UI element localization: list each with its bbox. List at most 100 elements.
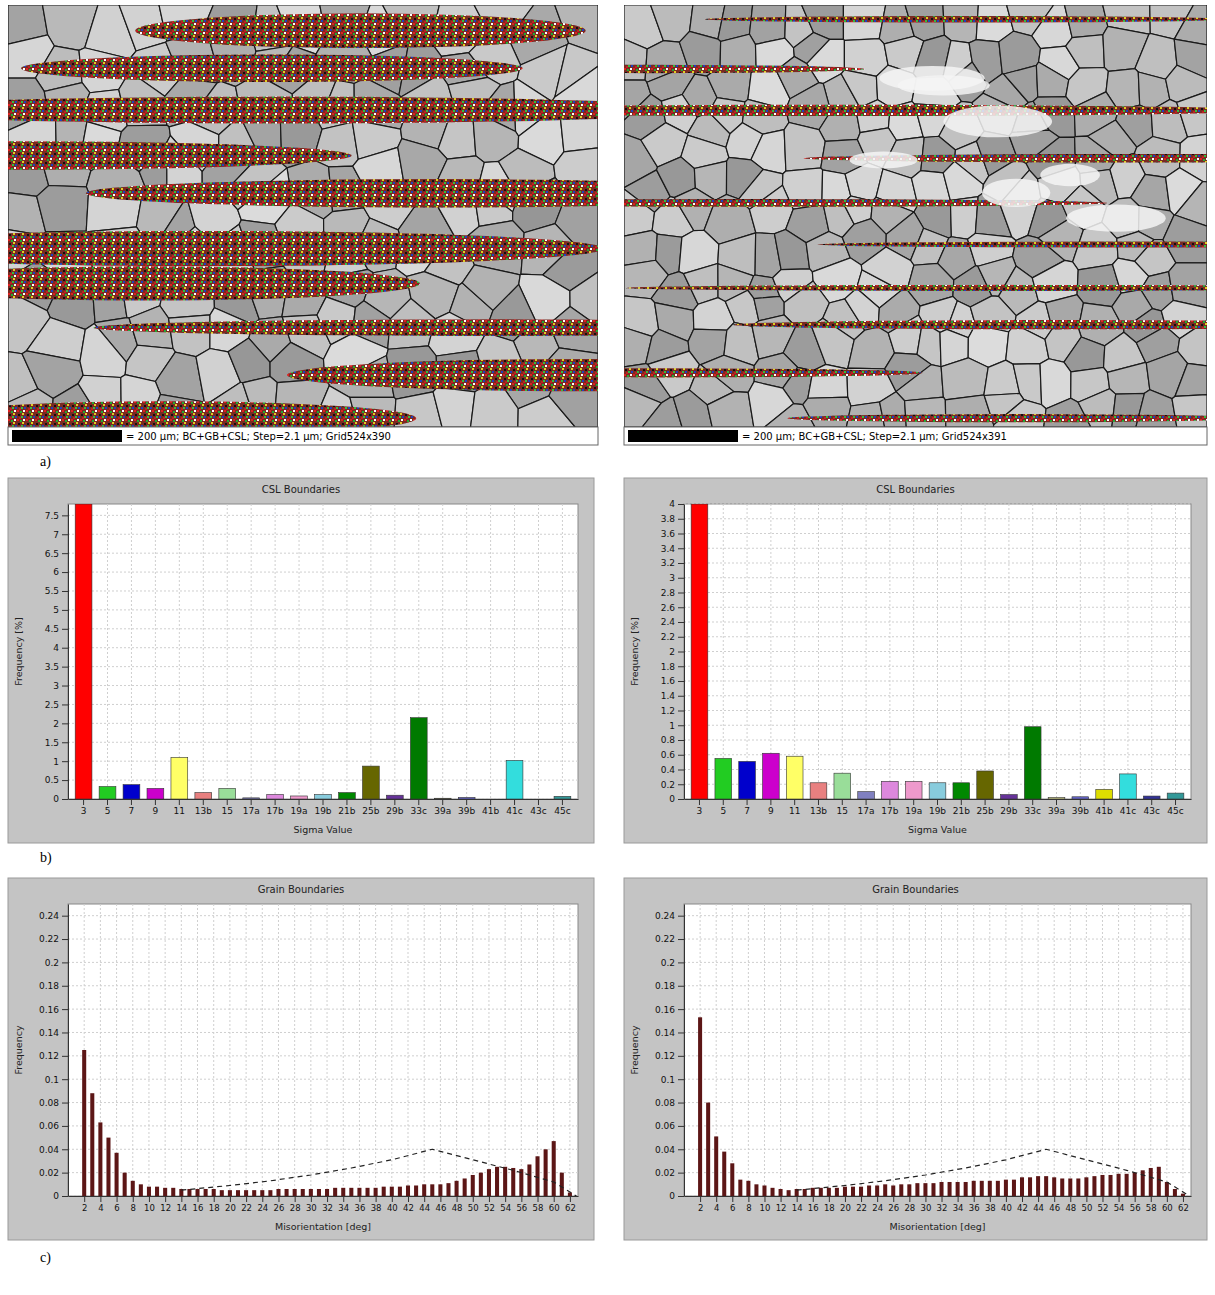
tick: 13b	[195, 799, 212, 816]
axis-line	[69, 1196, 579, 1197]
tick-mark	[1167, 1196, 1168, 1202]
grid-line	[262, 904, 263, 1196]
tick-mark	[62, 986, 68, 987]
tick-label: 0.2	[661, 780, 675, 790]
tick-label: 26	[888, 1203, 899, 1213]
grid	[684, 904, 1191, 1196]
tick: 7.5	[45, 511, 68, 521]
tick-label: 40	[387, 1203, 398, 1213]
grain	[80, 324, 126, 378]
bar	[252, 1190, 256, 1196]
tick: 0.02	[39, 1168, 68, 1178]
bar	[1028, 1177, 1032, 1196]
tick-label: 19a	[291, 806, 308, 816]
tick-mark	[538, 799, 539, 805]
bar	[1024, 727, 1041, 799]
tick: 0.12	[655, 1051, 684, 1061]
tick-mark	[1008, 799, 1009, 805]
grain	[684, 264, 718, 305]
bar	[455, 1181, 459, 1196]
bar	[195, 793, 212, 799]
tick-mark	[794, 799, 795, 805]
grid-line	[569, 904, 570, 1196]
grid-line	[68, 1079, 578, 1080]
tick-mark	[275, 799, 276, 805]
fine-grain-band	[8, 231, 598, 266]
tick-label: 16	[193, 1203, 204, 1213]
bar	[317, 1189, 321, 1196]
chart-title: CSL Boundaries	[876, 484, 954, 495]
tick-label: 30	[306, 1203, 317, 1213]
bar	[147, 788, 164, 799]
tick: 50	[468, 1196, 479, 1213]
tick-label: 6	[53, 567, 59, 577]
tick-mark	[1151, 799, 1152, 805]
tick-mark	[678, 939, 684, 940]
tick: 14	[176, 1196, 187, 1213]
tick-mark	[678, 986, 684, 987]
grain	[943, 161, 983, 200]
grid-line	[278, 904, 279, 1196]
grid-line	[780, 904, 781, 1196]
tick: 6	[53, 567, 68, 577]
tick: 3	[81, 799, 87, 816]
bar	[827, 1188, 831, 1196]
tick-label: 0.04	[39, 1145, 59, 1155]
tick-mark	[678, 1196, 684, 1197]
grid-line	[684, 607, 1191, 608]
grid-line	[310, 904, 311, 1196]
bar	[1020, 1177, 1024, 1196]
tick-label: 19b	[929, 806, 946, 816]
plot: 00.511.522.533.544.555.566.577.535791113…	[13, 504, 579, 835]
tick-mark	[299, 799, 300, 805]
bar	[843, 1187, 847, 1196]
tick-mark	[1119, 1196, 1120, 1202]
bar	[915, 1183, 919, 1196]
bar	[1173, 1189, 1177, 1196]
tick-mark	[62, 1103, 68, 1104]
tick-label: 41b	[1096, 806, 1113, 816]
grid-line	[251, 504, 252, 799]
bar	[899, 1184, 903, 1196]
tick-mark	[678, 652, 684, 653]
tick-mark	[732, 1196, 733, 1202]
bar	[244, 1190, 248, 1196]
grid-line	[68, 1196, 578, 1197]
tick-mark	[440, 1196, 441, 1202]
tick-mark	[62, 780, 68, 781]
tick-mark	[343, 1196, 344, 1202]
bar	[746, 1181, 750, 1196]
tick-label: 8	[746, 1203, 751, 1213]
grid-line	[1150, 904, 1151, 1196]
tick: 14	[792, 1196, 803, 1213]
tick-label: 0.5	[45, 775, 59, 785]
grid-line	[165, 904, 166, 1196]
grid-line	[472, 904, 473, 1196]
tick-label: 16	[808, 1203, 819, 1213]
tick-mark	[62, 761, 68, 762]
tick-mark	[246, 1196, 247, 1202]
tick-label: 56	[516, 1203, 527, 1213]
tick: 0.06	[655, 1121, 684, 1131]
tick-label: 0.14	[39, 1028, 59, 1038]
x-axis: 2468101214161820222426283032343638404244…	[69, 1196, 579, 1213]
grid-line	[684, 651, 1191, 652]
tick-label: 0.16	[655, 1005, 675, 1015]
grid-line	[148, 904, 149, 1196]
bar	[706, 1103, 710, 1196]
marks	[691, 504, 1184, 799]
tick-label: 12	[160, 1203, 171, 1213]
tick-mark	[845, 1196, 846, 1202]
bar	[243, 798, 260, 799]
tick-label: 58	[1146, 1203, 1157, 1213]
tick: 4	[669, 499, 684, 509]
tick-label: 11	[174, 806, 185, 816]
tick-mark	[829, 1196, 830, 1202]
tick-mark	[198, 1196, 199, 1202]
fine-grain-band	[8, 401, 416, 427]
tick-label: 1.8	[661, 662, 676, 672]
y-axis-title: Frequency	[629, 1025, 640, 1074]
y-axis-title: Frequency	[13, 1025, 24, 1074]
bar	[341, 1188, 345, 1196]
bar	[434, 798, 451, 799]
